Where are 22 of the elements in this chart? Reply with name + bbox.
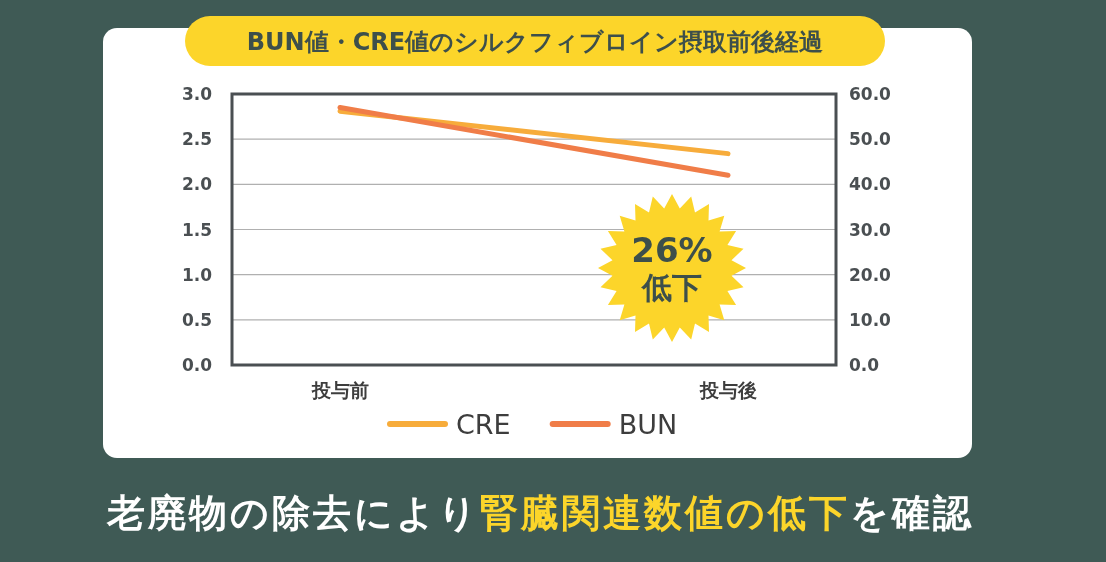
y2-tick-label: 10.0 [849, 309, 892, 330]
y-tick-label: 0.0 [181, 355, 213, 375]
y2-tick-label: 0.0 [849, 355, 880, 375]
annotation: 低下 [641, 270, 702, 305]
chart-title: BUN値・CRE値のシルクフィブロイン摂取前後経過 [246, 28, 824, 56]
annotation: 26% [631, 230, 713, 270]
y-tick-label: 1.5 [181, 219, 212, 240]
legend-label: CRE [456, 409, 511, 440]
y-tick-label: 1.0 [181, 264, 213, 285]
y2-tick-label: 40.0 [849, 174, 892, 195]
y2-tick-label: 30.0 [849, 219, 892, 240]
x-tick-label: 投与前 [310, 379, 369, 401]
y2-tick-label: 60.0 [849, 84, 892, 104]
y-tick-label: 3.0 [181, 84, 213, 104]
y-tick-label: 0.5 [181, 309, 212, 330]
y-tick-label: 2.5 [181, 129, 212, 150]
text: 老廃物の除去により腎臓関連数値の低下を確認 [105, 491, 974, 535]
x-tick-label: 投与後 [698, 379, 757, 401]
legend-label: BUN [618, 409, 678, 440]
y-tick-label: 2.0 [181, 174, 213, 195]
y2-tick-label: 50.0 [849, 129, 892, 150]
y2-tick-label: 20.0 [849, 264, 892, 285]
